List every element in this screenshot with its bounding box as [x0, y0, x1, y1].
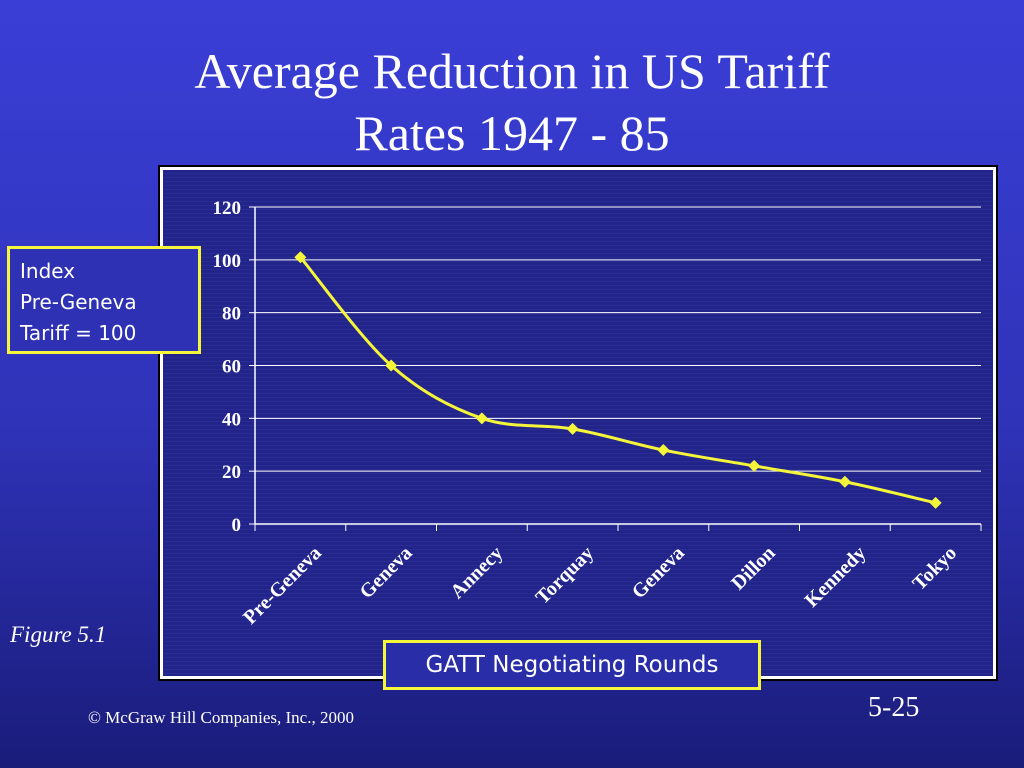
- index-note-line-2: Pre-Geneva: [20, 290, 137, 314]
- y-tick-label-40: 40: [222, 409, 241, 430]
- x-tick-label-4: Geneva: [628, 542, 689, 603]
- index-note-box: Index Pre-Geneva Tariff = 100: [7, 246, 201, 354]
- x-tick-label-1: Geneva: [356, 542, 417, 603]
- y-tick-label-20: 20: [222, 462, 241, 483]
- x-tick-label-5: Dillon: [727, 542, 780, 595]
- data-point-3: [566, 422, 579, 435]
- copyright-notice: © McGraw Hill Companies, Inc., 2000: [88, 708, 354, 727]
- chart-panel: 0 20 40 60 80 100 120 Pre-Geneva Geneva Annecy Tor…: [158, 165, 998, 681]
- data-point-1: [385, 359, 398, 372]
- y-tick-label-80: 80: [222, 304, 241, 325]
- x-axis-title: GATT Negotiating Rounds: [425, 652, 719, 678]
- x-tick-label-0: Pre-Geneva: [239, 542, 326, 629]
- x-tick-label-3: Torquay: [532, 542, 599, 609]
- figure-label: Figure 5.1: [10, 622, 107, 647]
- index-note-line-1: Index: [20, 259, 76, 283]
- y-tick-label-0: 0: [232, 515, 242, 536]
- x-tick-label-6: Kennedy: [801, 542, 871, 612]
- y-tick-label-60: 60: [222, 357, 241, 378]
- x-tick-label-2: Annecy: [446, 542, 507, 603]
- x-tick-label-7: Tokyo: [908, 542, 961, 595]
- data-point-2: [475, 412, 488, 425]
- data-point-7: [929, 496, 942, 509]
- title-line-1: Average Reduction in US Tariff: [194, 43, 830, 99]
- y-tick-label-120: 120: [213, 198, 242, 219]
- data-point-5: [748, 459, 761, 472]
- data-point-0: [294, 251, 307, 264]
- slide-title: Average Reduction in US Tariff Rates 194…: [0, 40, 1024, 164]
- y-tick-label-100: 100: [213, 251, 242, 272]
- x-axis-title-box: GATT Negotiating Rounds: [383, 640, 761, 690]
- index-note-line-3: Tariff = 100: [20, 321, 137, 345]
- page-number: 5-25: [868, 692, 920, 723]
- data-point-6: [838, 475, 851, 488]
- title-line-2: Rates 1947 - 85: [354, 105, 670, 161]
- data-point-4: [657, 444, 670, 457]
- series-line-0: [299, 256, 936, 505]
- line-chart: 0 20 40 60 80 100 120 Pre-Geneva Geneva Annecy Tor…: [213, 198, 982, 629]
